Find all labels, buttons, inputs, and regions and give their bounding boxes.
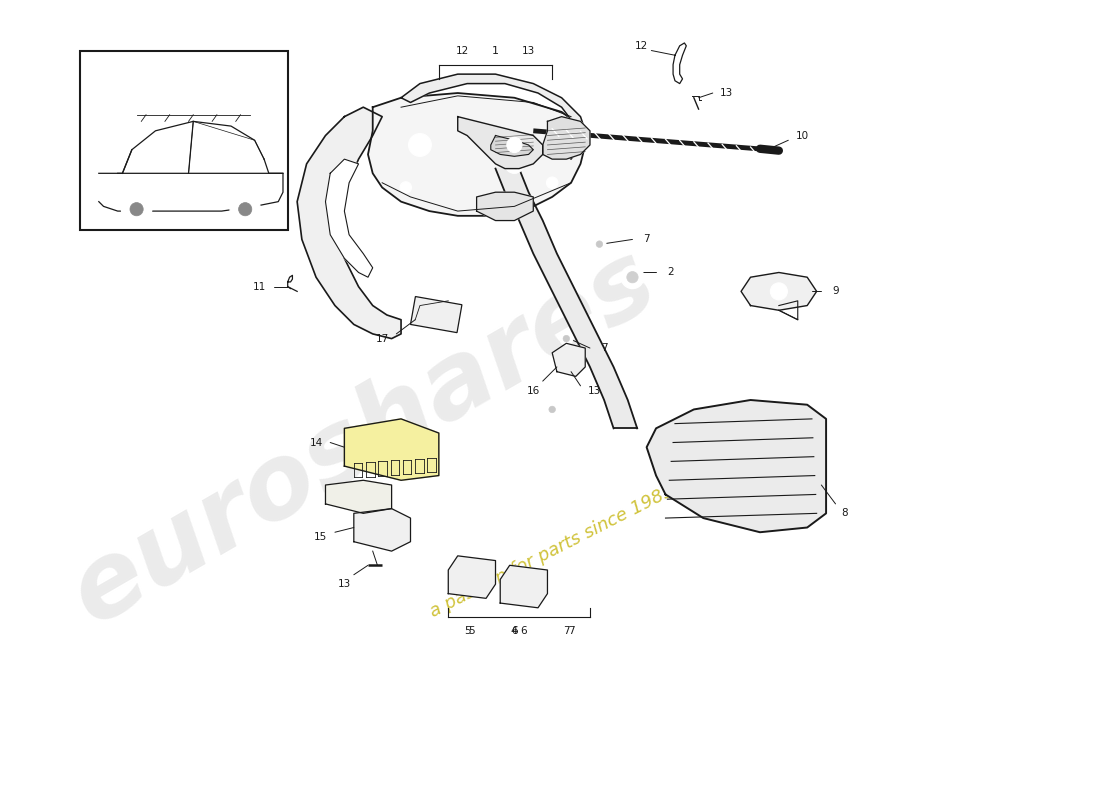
Circle shape xyxy=(400,182,411,193)
Circle shape xyxy=(230,194,261,224)
Text: 2: 2 xyxy=(667,267,673,278)
Polygon shape xyxy=(402,74,585,159)
Text: 13: 13 xyxy=(521,46,536,55)
Polygon shape xyxy=(505,192,542,221)
Text: 14: 14 xyxy=(309,438,322,447)
Circle shape xyxy=(770,283,788,300)
Circle shape xyxy=(627,271,638,283)
Text: 16: 16 xyxy=(527,386,540,395)
Text: 7: 7 xyxy=(568,626,574,637)
Text: 7: 7 xyxy=(644,234,650,245)
Circle shape xyxy=(408,134,431,156)
Text: 7: 7 xyxy=(563,626,570,637)
Text: 5: 5 xyxy=(469,626,475,637)
Circle shape xyxy=(563,335,570,342)
Polygon shape xyxy=(647,400,826,532)
Text: 8: 8 xyxy=(842,508,848,518)
Polygon shape xyxy=(552,291,595,329)
Circle shape xyxy=(547,177,558,189)
Text: 13: 13 xyxy=(588,386,602,395)
Polygon shape xyxy=(297,107,402,338)
Text: 4: 4 xyxy=(510,626,518,637)
Polygon shape xyxy=(500,566,548,608)
Text: 5: 5 xyxy=(464,626,471,637)
Circle shape xyxy=(549,406,556,413)
Text: 11: 11 xyxy=(253,282,266,292)
Text: a passion for parts since 1985: a passion for parts since 1985 xyxy=(427,482,678,621)
Polygon shape xyxy=(354,509,410,551)
Text: 6: 6 xyxy=(520,626,527,637)
Bar xyxy=(80,50,288,230)
Circle shape xyxy=(130,202,143,216)
Circle shape xyxy=(621,266,643,289)
Polygon shape xyxy=(491,135,534,156)
Polygon shape xyxy=(326,159,373,278)
Circle shape xyxy=(546,403,559,416)
Polygon shape xyxy=(368,93,585,216)
Text: 15: 15 xyxy=(315,532,328,542)
Polygon shape xyxy=(534,254,575,291)
Polygon shape xyxy=(495,169,529,192)
Text: 12: 12 xyxy=(636,41,649,51)
Polygon shape xyxy=(673,43,686,83)
Bar xyxy=(410,297,462,333)
Polygon shape xyxy=(326,480,392,514)
Circle shape xyxy=(239,202,252,216)
Text: 9: 9 xyxy=(833,286,839,296)
Polygon shape xyxy=(571,329,614,367)
Circle shape xyxy=(557,589,575,608)
Circle shape xyxy=(593,238,606,250)
Text: 12: 12 xyxy=(455,46,469,55)
Text: 1: 1 xyxy=(492,46,499,55)
Polygon shape xyxy=(552,343,585,376)
Polygon shape xyxy=(741,273,816,310)
Text: 6: 6 xyxy=(512,626,518,637)
Circle shape xyxy=(121,194,152,224)
Polygon shape xyxy=(476,192,534,221)
Polygon shape xyxy=(449,556,495,598)
Text: 13: 13 xyxy=(720,88,734,98)
Text: 7: 7 xyxy=(601,343,607,353)
Polygon shape xyxy=(542,117,590,159)
Circle shape xyxy=(596,241,603,247)
Polygon shape xyxy=(590,367,628,400)
Circle shape xyxy=(507,138,522,153)
Text: 13: 13 xyxy=(338,579,351,589)
Polygon shape xyxy=(458,117,542,169)
Polygon shape xyxy=(604,400,637,428)
Polygon shape xyxy=(99,174,283,211)
Text: 10: 10 xyxy=(796,130,808,141)
Circle shape xyxy=(560,332,573,346)
Text: 17: 17 xyxy=(375,334,388,344)
Polygon shape xyxy=(344,419,439,480)
Text: euroshares: euroshares xyxy=(53,230,673,646)
Polygon shape xyxy=(519,221,557,254)
Circle shape xyxy=(505,154,524,174)
